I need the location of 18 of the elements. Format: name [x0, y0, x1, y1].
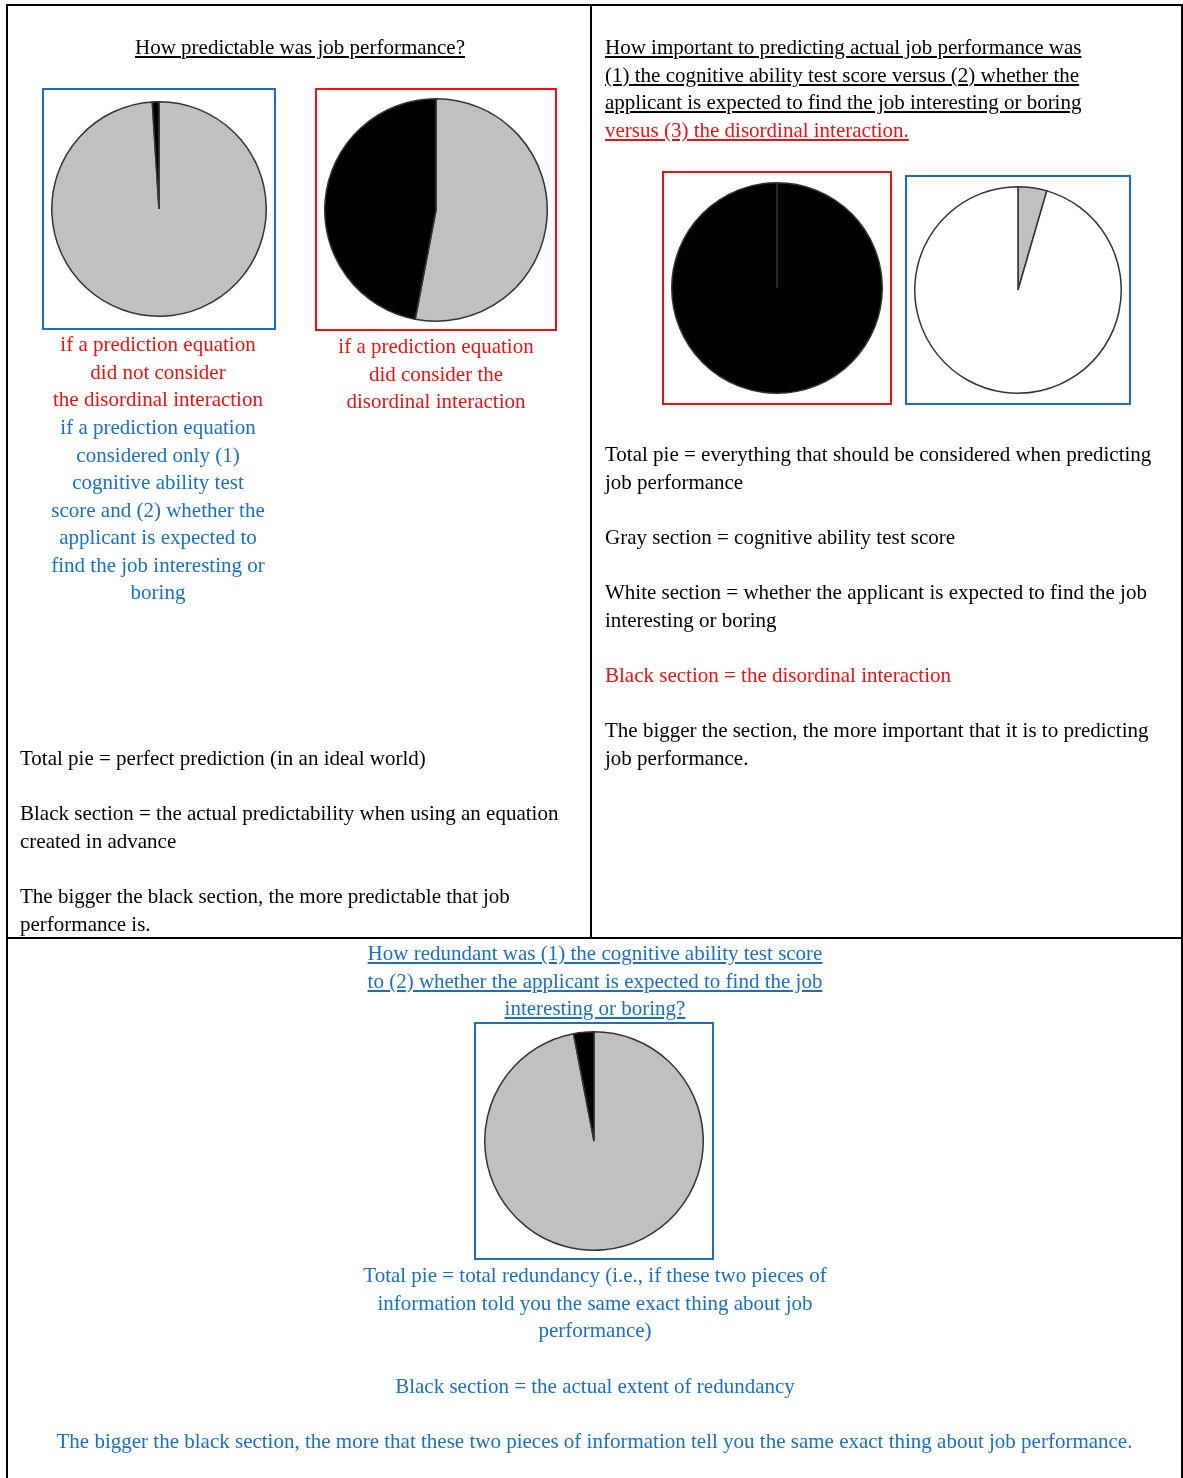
text: if a prediction equation did not consider the disordinal interaction — [52, 331, 264, 413]
chart-subtitle: versus (3) the disordinal interaction. — [605, 117, 910, 144]
text: Black section = the actual predictability when using an equation created in advance — [20, 800, 560, 855]
text: Black section = the disordinal interaction — [605, 662, 952, 689]
text: Total pie = everything that should be considered when predicting job performance — [605, 441, 1153, 496]
chart-title: How important to predicting actual job performance was (1) the cognitive ability test score versus (2) whether the applicant is expected to find the job interesting or boring — [605, 34, 1083, 116]
text: The bigger the section, the more important that it is to predicting job performance. — [605, 717, 1150, 772]
chart-title: How predictable was job performance? — [134, 34, 466, 61]
text: Total pie = total redundancy (i.e., if these two pieces of information told you the same exact thing about job performance) — [362, 1262, 828, 1344]
text: The bigger the black section, the more that these two pieces of information tell you the same exact thing about job performance. — [55, 1428, 1134, 1455]
text: Black section = the actual extent of redundancy — [394, 1373, 796, 1400]
text: Total pie = perfect prediction (in an ideal world) — [20, 745, 427, 772]
text: if a prediction equation did consider the disordinal interaction — [337, 333, 535, 415]
text: White section = whether the applicant is expected to find the job interesting or boring — [605, 579, 1148, 634]
chart-title: How redundant was (1) the cognitive ability test score to (2) whether the applicant is expected to find the job interesting or boring? — [366, 940, 824, 1022]
text: The bigger the black section, the more predictable that job performance is. — [20, 883, 511, 938]
text: Gray section = cognitive ability test score — [605, 524, 957, 551]
text: if a prediction equation considered only (1) cognitive ability test score and (2) whether the applicant is expected to find the job interesting or boring — [50, 414, 266, 606]
